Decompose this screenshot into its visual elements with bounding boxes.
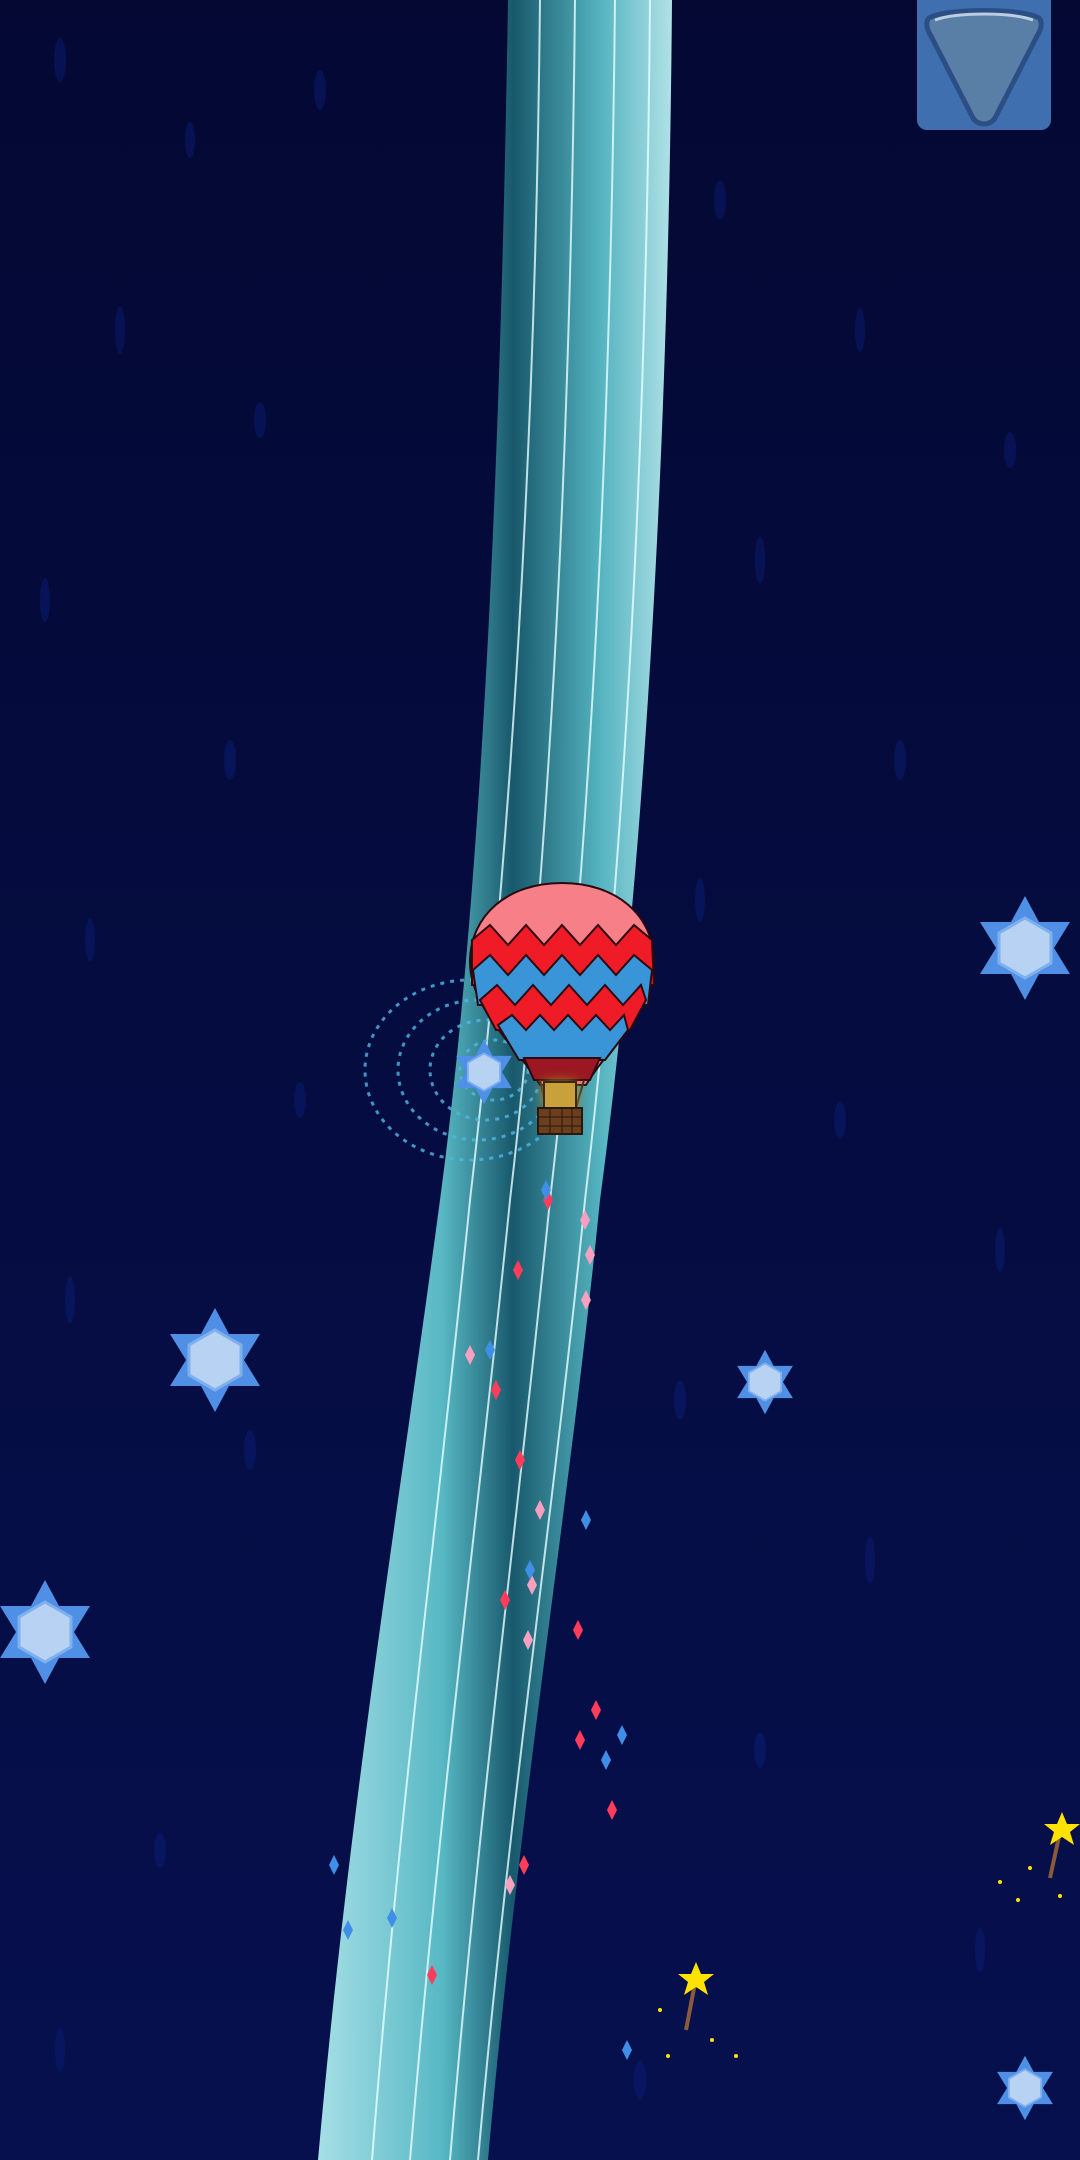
star-wand-icon[interactable] <box>998 1812 1080 1902</box>
star-wand-icon[interactable] <box>658 1962 738 2058</box>
sparkle-trail <box>329 1180 632 2060</box>
triangle-down-icon <box>924 8 1044 127</box>
hot-air-balloon-icon[interactable] <box>468 881 656 1135</box>
menu-dropdown-button[interactable] <box>917 0 1051 130</box>
